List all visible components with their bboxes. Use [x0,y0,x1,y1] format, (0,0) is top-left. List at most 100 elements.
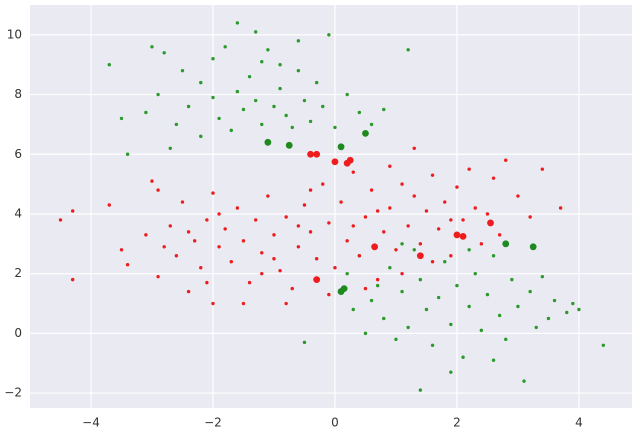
scatter-point [502,240,510,248]
scatter-point [174,122,179,127]
scatter-point [400,182,404,186]
scatter-point [497,233,502,237]
scatter-point [217,212,221,216]
scatter-point [327,292,331,297]
scatter-point [375,209,380,213]
scatter-point [516,304,520,309]
scatter-point [296,68,301,73]
scatter-point [461,218,465,222]
scatter-point [388,164,392,168]
scatter-point [479,242,484,246]
scatter-point [260,122,264,127]
scatter-point [296,39,301,43]
scatter-point [180,68,185,73]
x-tick-label: 4 [575,416,583,430]
scatter-point [565,310,569,315]
scatter-point [331,158,339,166]
scatter-point [467,304,471,309]
scatter-point [479,328,484,333]
scatter-point [558,206,563,210]
y-tick-label: 8 [14,87,22,101]
scatter-point [430,260,435,264]
scatter-point [260,251,264,255]
scatter-point [264,138,272,146]
scatter-point [449,322,453,327]
scatter-point [453,231,461,239]
scatter-point [362,129,369,137]
scatter-point [601,343,606,348]
scatter-point [363,286,368,291]
y-tick-label: 10 [7,27,22,41]
scatter-point [522,379,526,383]
scatter-point [229,128,233,133]
scatter-point [577,307,581,312]
scatter-point [394,248,398,252]
scatter-point [388,265,392,270]
scatter-point [211,301,215,306]
scatter-point [455,283,459,288]
scatter-point [528,215,532,219]
scatter-point [308,230,313,234]
scatter-point [412,146,416,150]
scatter-point [125,152,130,156]
scatter-point [284,215,288,219]
scatter-point [313,276,321,284]
scatter-point [461,355,465,359]
scatter-point [528,289,532,294]
scatter-point [144,233,148,237]
scatter-point [546,316,551,321]
scatter-point [205,280,209,285]
scatter-point [217,245,221,249]
scatter-point [247,74,252,79]
scatter-point [186,289,191,294]
scatter-point [487,219,494,227]
x-tick-label: −2 [204,416,222,430]
scatter-point [174,254,179,258]
scatter-point [211,191,215,195]
scatter-point [382,230,386,234]
scatter-point [285,141,293,149]
scatter-point [459,232,467,240]
scatter-point [308,119,313,124]
scatter-point [211,95,215,100]
scatter-point [253,98,258,103]
scatter-point [290,286,294,291]
scatter-point [473,271,477,276]
scatter-point [266,48,270,52]
scatter-point [296,245,301,249]
scatter-point [529,243,537,251]
scatter-point [345,239,349,243]
scatter-point [247,280,252,285]
scatter-point [302,340,307,345]
scatter-point [406,325,410,330]
scatter-point [491,358,496,362]
scatter-point [333,265,337,270]
scatter-point [217,116,221,121]
scatter-point [125,263,130,267]
scatter-point [357,110,362,115]
scatter-point [406,48,410,52]
scatter-point [235,89,240,94]
scatter-point [552,298,557,303]
scatter-point [382,107,386,112]
scatter-point [296,224,301,228]
scatter-point [223,45,227,49]
scatter-point [308,188,313,192]
scatter-point [70,277,75,282]
x-tick-label: 2 [453,416,461,430]
scatter-point [290,125,294,130]
scatter-point [571,301,575,306]
scatter-point [278,63,282,67]
scatter-point [70,209,75,213]
scatter-point [302,98,307,103]
scatter-point [424,307,429,312]
y-tick-label: 0 [14,326,22,340]
scatter-point [504,158,508,162]
scatter-point [394,337,398,342]
scatter-point [150,179,154,183]
scatter-point [388,206,392,210]
y-tick-label: 4 [14,206,22,220]
x-tick-label: 0 [331,416,339,430]
scatter-point [186,230,191,234]
scatter-point [186,104,191,109]
